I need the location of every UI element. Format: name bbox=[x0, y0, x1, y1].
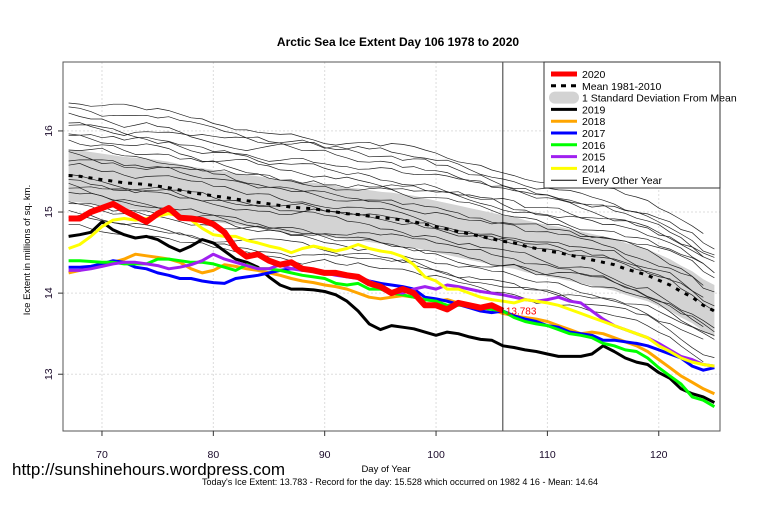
other-year-line bbox=[68, 147, 715, 279]
x-axis-label: Day of Year bbox=[361, 464, 410, 475]
std-dev-band-area bbox=[68, 149, 715, 337]
legend-label: 2015 bbox=[582, 152, 606, 164]
current-value-annotation: 13.783 bbox=[506, 307, 537, 318]
series-lines bbox=[68, 200, 716, 408]
other-year-line bbox=[68, 223, 704, 363]
other-year-line bbox=[68, 174, 704, 298]
series-line-2019 bbox=[68, 220, 716, 404]
y-axis: 13 14 15 16 bbox=[43, 125, 63, 380]
x-tick-label: 110 bbox=[539, 449, 556, 461]
plot-frame bbox=[62, 61, 721, 432]
other-year-line bbox=[68, 122, 704, 258]
summary-text: Today's Ice Extent: 13.783 - Record for … bbox=[202, 477, 598, 487]
legend-label: 2017 bbox=[582, 128, 606, 140]
series-line-2017 bbox=[68, 259, 715, 372]
legend-label: Every Other Year bbox=[582, 175, 662, 187]
other-year-line bbox=[68, 134, 704, 264]
x-tick-label: 70 bbox=[96, 449, 108, 461]
legend-label: 2020 bbox=[582, 69, 606, 81]
std-dev-band bbox=[68, 149, 715, 337]
other-year-line bbox=[68, 159, 715, 293]
y-tick-label: 14 bbox=[43, 287, 55, 299]
series-line-2020 bbox=[68, 200, 505, 314]
other-year-line bbox=[68, 112, 715, 256]
legend-label: 2018 bbox=[582, 116, 606, 128]
other-year-line bbox=[68, 139, 715, 274]
other-year-line bbox=[68, 210, 715, 340]
y-tick-label: 13 bbox=[43, 368, 55, 380]
legend-label: 2019 bbox=[582, 104, 606, 116]
other-year-line bbox=[68, 201, 715, 336]
x-tick-label: 80 bbox=[207, 449, 219, 461]
legend-swatch bbox=[549, 91, 579, 104]
y-tick-label: 15 bbox=[43, 206, 55, 218]
y-axis-label: Ice Extent in millions of sq. km. bbox=[22, 185, 33, 315]
legend-label: 1 Standard Deviation From Mean bbox=[582, 93, 737, 105]
legend-label: 2016 bbox=[582, 140, 606, 152]
other-year-line bbox=[68, 182, 715, 329]
y-tick-label: 16 bbox=[43, 125, 55, 137]
other-year-line bbox=[68, 133, 715, 262]
x-tick-label: 90 bbox=[319, 449, 331, 461]
chart-title: Arctic Sea Ice Extent Day 106 1978 to 20… bbox=[277, 35, 519, 49]
other-year-line bbox=[68, 163, 715, 307]
legend-label: Mean 1981-2010 bbox=[582, 81, 662, 93]
x-tick-label: 100 bbox=[427, 449, 445, 461]
other-year-line bbox=[68, 106, 715, 250]
x-axis: 70 80 90 100 110 120 bbox=[96, 431, 668, 461]
other-year-line bbox=[68, 124, 715, 258]
x-tick-label: 120 bbox=[650, 449, 668, 461]
legend-label: 2014 bbox=[582, 163, 606, 175]
watermark-url: http://sunshinehours.wordpress.com bbox=[12, 460, 286, 479]
other-year-line bbox=[68, 179, 715, 312]
